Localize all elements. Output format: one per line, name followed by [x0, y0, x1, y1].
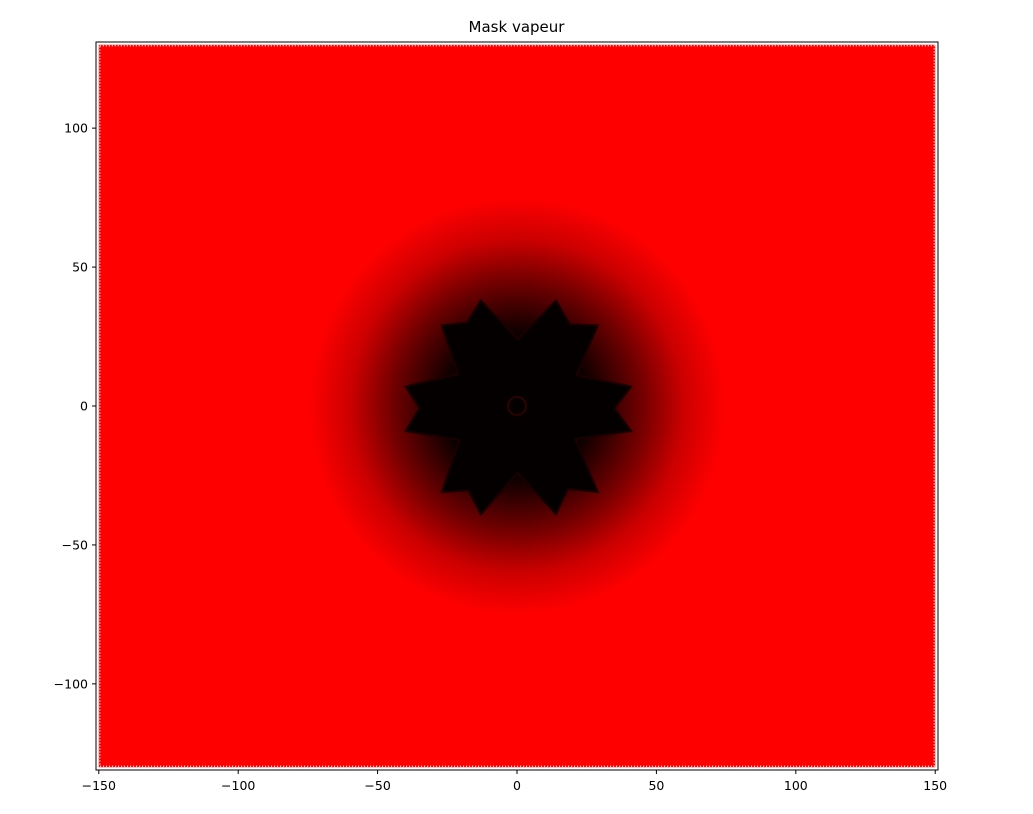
y-tick-label: −50: [62, 537, 88, 552]
heatmap-center-ring: [507, 396, 527, 416]
chart-title: Mask vapeur: [469, 18, 566, 36]
y-tick-label: 0: [80, 399, 88, 414]
x-tick-label: 0: [513, 778, 521, 793]
x-tick-label: 50: [648, 778, 664, 793]
y-tick-label: −100: [54, 676, 88, 691]
plot-area: [98, 44, 936, 768]
x-tick-label: 150: [923, 778, 947, 793]
x-tick-label: −150: [82, 778, 116, 793]
y-tick-label: 100: [64, 121, 88, 136]
y-tick-label: 50: [72, 260, 88, 275]
heatmap-dark-star: [403, 298, 634, 517]
heatmap-edge-dots: [99, 45, 935, 767]
x-tick-label: 100: [784, 778, 808, 793]
x-axis: −150 −100 −50 0 50 100 150: [82, 770, 947, 793]
x-tick-label: −100: [221, 778, 255, 793]
x-tick-label: −50: [364, 778, 390, 793]
y-axis: −100 −50 0 50 100: [54, 121, 96, 691]
